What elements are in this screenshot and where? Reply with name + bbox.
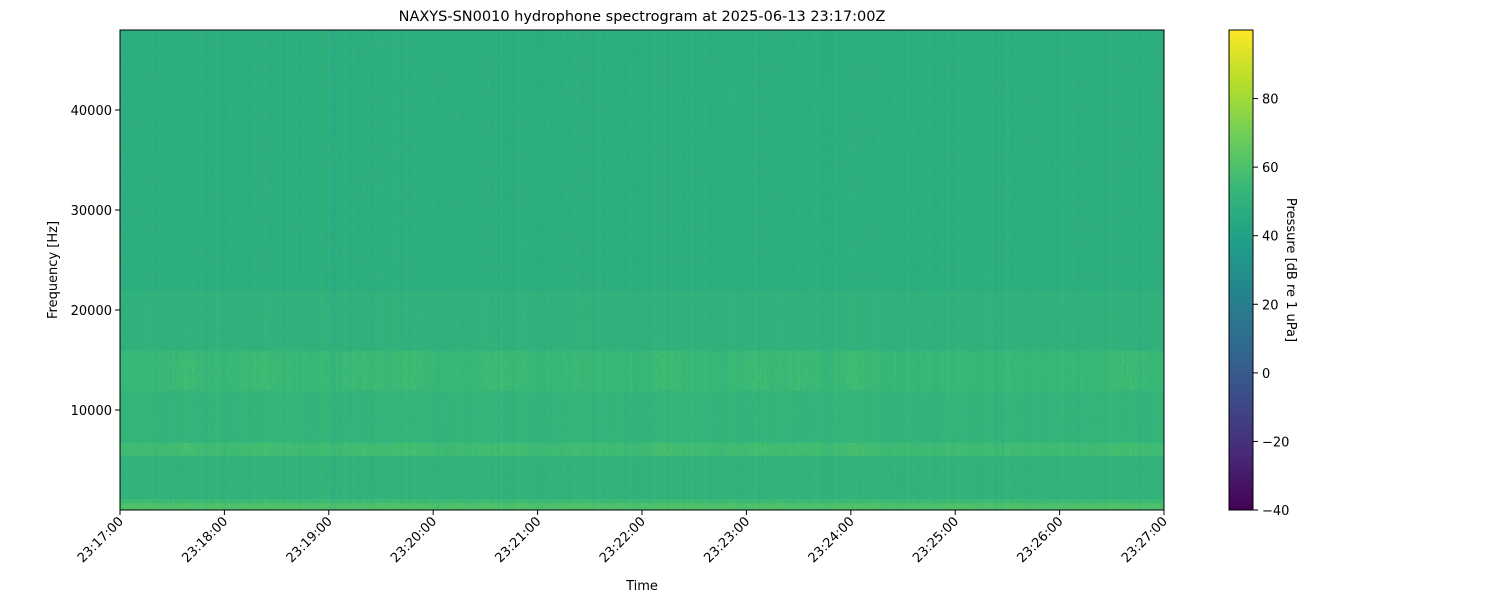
colorbar-tick-label: 40: [1262, 230, 1279, 245]
plot-frame: [119, 29, 1165, 511]
colorbar-frame: [1228, 29, 1254, 511]
y-tick-label: 20000: [71, 304, 112, 319]
x-tick-label: 23:17:00: [75, 514, 127, 566]
colorbar-tick-label: 20: [1262, 298, 1279, 313]
x-tick-label: 23:24:00: [806, 514, 858, 566]
colorbar-label: Pressure [dB re 1 uPa]: [1283, 198, 1298, 342]
y-tick-label: 30000: [71, 204, 112, 219]
x-tick-label: 23:21:00: [493, 514, 545, 566]
colorbar-tick-label: 0: [1262, 367, 1270, 382]
y-tick-label: 10000: [71, 404, 112, 419]
x-axis: 23:17:00 23:18:00 23:19:00 23:20:00 23:21:00…: [75, 510, 1171, 566]
y-axis: 10000 20000 30000 40000: [71, 104, 120, 419]
colorbar-gradient: [1229, 30, 1253, 510]
x-tick-label: 23:26:00: [1015, 514, 1067, 566]
colorbar-tick-label: −40: [1262, 504, 1289, 519]
x-tick-label: 23:22:00: [597, 514, 649, 566]
colorbar-tick-label: −20: [1262, 435, 1289, 450]
y-axis-label: Frequency [Hz]: [46, 221, 61, 319]
y-tick-label: 40000: [71, 104, 112, 119]
x-tick-label: 23:23:00: [701, 514, 753, 566]
x-tick-label: 23:19:00: [284, 514, 336, 566]
x-tick-label: 23:18:00: [179, 514, 231, 566]
x-axis-label: Time: [625, 579, 658, 594]
spectrogram-image: [120, 30, 1164, 510]
x-tick-label: 23:20:00: [388, 514, 440, 566]
chart-title: NAXYS-SN0010 hydrophone spectrogram at 2…: [399, 9, 886, 25]
x-tick-label: 23:27:00: [1119, 514, 1171, 566]
colorbar-tick-label: 80: [1262, 93, 1279, 108]
colorbar-tick-label: 60: [1262, 161, 1279, 176]
colorbar-axis: −40 −20 0 20 40 60 80: [1253, 93, 1289, 519]
x-tick-label: 23:25:00: [910, 514, 962, 566]
